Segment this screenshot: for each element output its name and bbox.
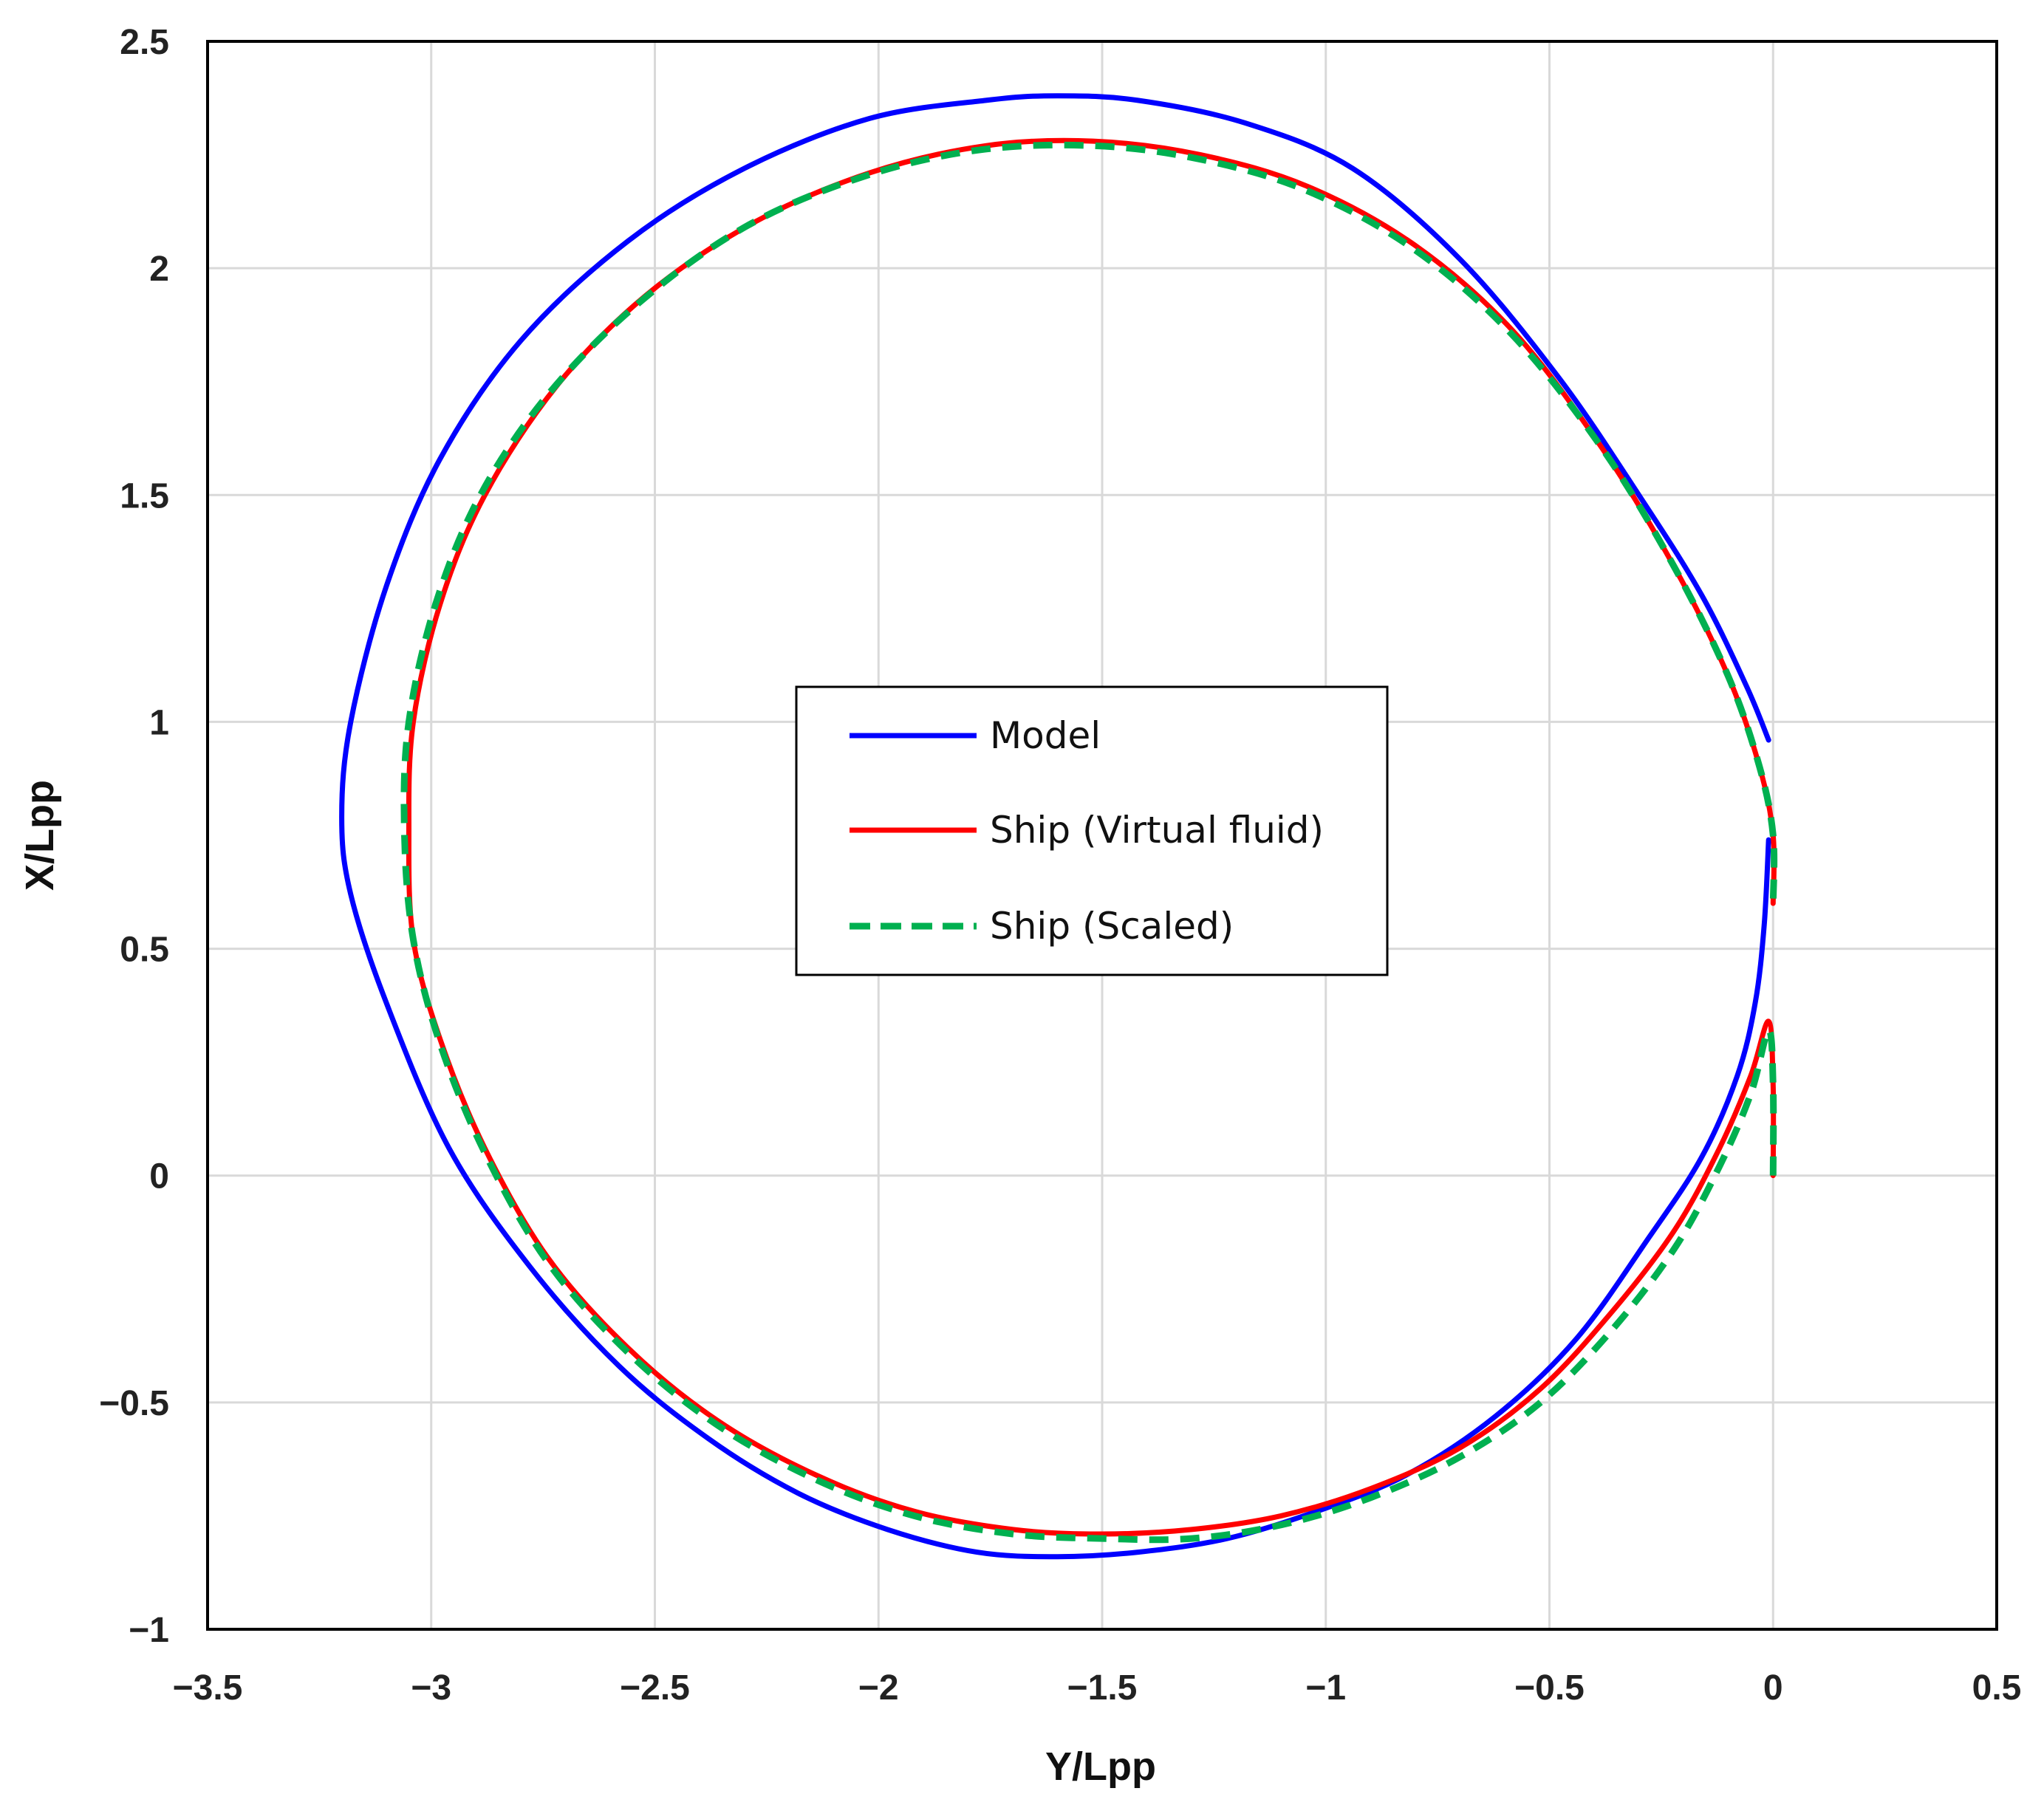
- y-tick-label: −1: [129, 1611, 169, 1650]
- series-line-model: [339, 93, 1771, 1560]
- x-tick-label: −0.5: [1514, 1668, 1585, 1708]
- x-tick-label: −1.5: [1067, 1668, 1138, 1708]
- legend-label-ship-virtual-fluid: Ship (Virtual fluid): [990, 809, 1324, 852]
- legend: Model Ship (Virtual fluid) Ship (Scaled): [795, 685, 1389, 976]
- x-tick-labels: −3.5 −3 −2.5 −2 −1.5 −1 −0.5 0 0.5: [173, 1668, 2022, 1708]
- legend-label-ship-scaled: Ship (Scaled): [990, 905, 1234, 948]
- y-tick-label: 1: [149, 703, 169, 742]
- x-tick-label: −3.5: [173, 1668, 243, 1708]
- x-axis-title: Y/Lpp: [1045, 1744, 1156, 1789]
- series-line-ship-virtual-fluid: [406, 137, 1777, 1537]
- y-axis-title: X/Lpp: [18, 780, 62, 891]
- y-tick-label: 2.5: [120, 23, 169, 62]
- y-tick-label: 0: [149, 1157, 169, 1196]
- x-tick-label: −2: [858, 1668, 899, 1708]
- y-tick-label: 0.5: [120, 931, 169, 970]
- x-tick-label: −2.5: [620, 1668, 690, 1708]
- series-lines: [339, 93, 1778, 1560]
- y-tick-label: 1.5: [120, 476, 169, 516]
- y-tick-labels: −1 −0.5 0 0.5 1 1.5 2 2.5: [99, 23, 169, 1650]
- plot-area-frame: [206, 40, 1998, 1631]
- x-tick-label: −3: [411, 1668, 451, 1708]
- x-tick-label: 0.5: [1972, 1668, 2022, 1708]
- y-tick-label: −0.5: [99, 1384, 169, 1423]
- legend-label-model: Model: [990, 714, 1101, 757]
- y-tick-label: 2: [149, 250, 169, 289]
- x-tick-label: −1: [1305, 1668, 1346, 1708]
- x-tick-label: 0: [1763, 1668, 1783, 1708]
- series-line-ship-scaled: [400, 141, 1778, 1544]
